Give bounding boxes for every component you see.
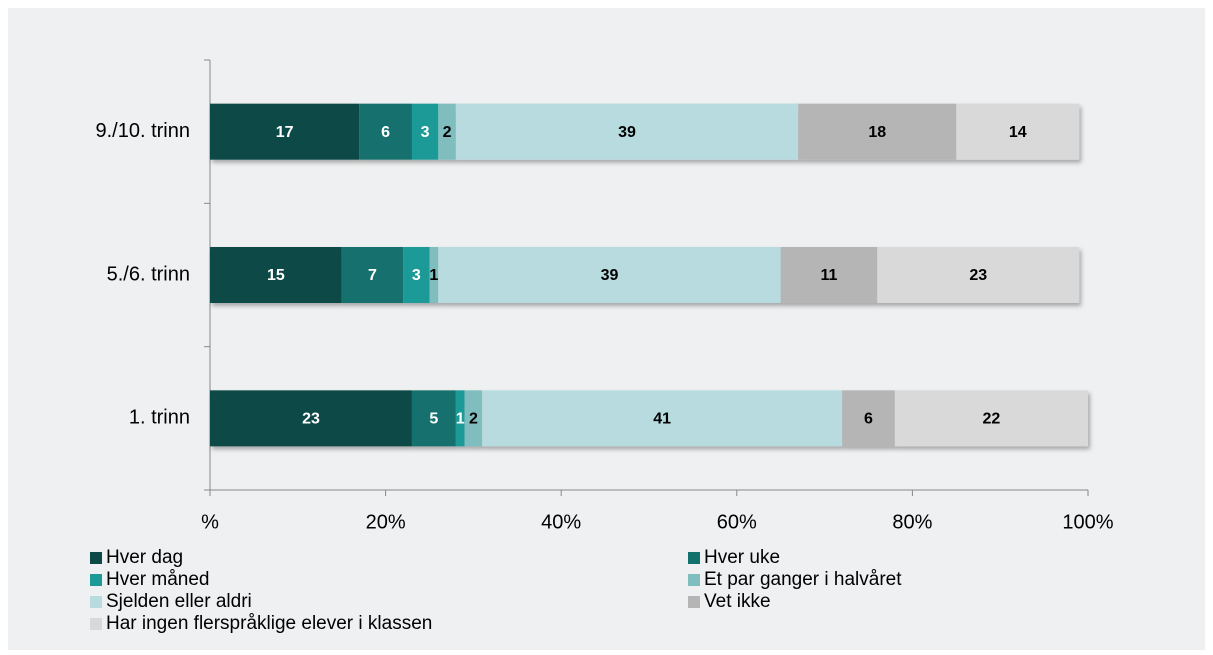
- legend-swatch: [90, 574, 102, 586]
- bar-segment: [780, 247, 878, 303]
- value-label: 17: [276, 124, 294, 141]
- value-label: 6: [864, 411, 873, 428]
- legend-swatch: [688, 574, 700, 586]
- bar-segment: [842, 390, 895, 447]
- bar-segment: [438, 247, 781, 303]
- x-tick-label: 20%: [366, 511, 406, 533]
- x-tick-label: %: [201, 511, 219, 533]
- bar-segment: [894, 390, 1088, 447]
- legend-label: Hver uke: [704, 547, 780, 568]
- bar-segment: [411, 390, 456, 447]
- legend-label: Hver dag: [106, 547, 183, 568]
- value-label: 15: [267, 267, 285, 284]
- x-tick-label: 80%: [892, 511, 932, 533]
- bar-segment: [359, 103, 412, 160]
- value-label: 6: [381, 124, 390, 141]
- value-label: 1: [456, 411, 465, 428]
- legend-swatch: [90, 596, 102, 608]
- x-tick-label: 40%: [541, 511, 581, 533]
- value-label: 23: [969, 267, 987, 284]
- value-label: 14: [1009, 124, 1027, 141]
- value-label: 7: [368, 267, 377, 284]
- bar-segment: [210, 390, 412, 447]
- value-label: 39: [618, 124, 636, 141]
- bar-group: [210, 390, 1088, 447]
- bar-segment: [403, 247, 430, 303]
- y-tick-label: 9./10. trinn: [95, 120, 190, 142]
- x-tick-label: 100%: [1062, 511, 1113, 533]
- bar-group: [210, 103, 1080, 160]
- value-label: 5: [429, 411, 438, 428]
- y-tick-label: 1. trinn: [129, 407, 190, 429]
- legend-label: Et par ganger i halvåret: [704, 569, 902, 590]
- value-label: 22: [983, 411, 1001, 428]
- bar-segment: [438, 103, 456, 160]
- value-label: 2: [469, 411, 478, 428]
- y-tick-label: 5./6. trinn: [107, 263, 190, 285]
- bar-segment: [429, 247, 439, 303]
- bar-group: [210, 247, 1080, 303]
- value-label: 23: [302, 411, 320, 428]
- bar-segment: [455, 103, 799, 160]
- legend-label: Hver måned: [106, 569, 210, 590]
- x-tick-label: 60%: [717, 511, 757, 533]
- bar-segment: [210, 103, 360, 160]
- legend-swatch: [688, 596, 700, 608]
- legend-swatch: [90, 552, 102, 564]
- bar-segment: [798, 103, 957, 160]
- legend-label: Sjelden eller aldri: [106, 591, 252, 612]
- legend-label: Har ingen flerspråklige elever i klassen: [106, 613, 432, 634]
- legend-label: Vet ikke: [704, 591, 771, 612]
- bar-segment: [877, 247, 1080, 303]
- bar-segment: [341, 247, 404, 303]
- bar-segment: [210, 247, 342, 303]
- value-label: 3: [412, 267, 421, 284]
- bar-segment: [956, 103, 1080, 160]
- legend-swatch: [90, 618, 102, 630]
- bar-segment: [482, 390, 843, 447]
- bar-segment: [455, 390, 465, 447]
- value-label: 41: [653, 411, 671, 428]
- value-label: 39: [601, 267, 619, 284]
- value-label: 11: [821, 267, 838, 284]
- bar-segment: [411, 103, 439, 160]
- bar-segment: [464, 390, 483, 447]
- value-label: 3: [421, 124, 430, 141]
- value-label: 18: [868, 124, 886, 141]
- value-label: 2: [443, 124, 452, 141]
- legend-swatch: [688, 552, 700, 564]
- value-label: 1: [429, 267, 438, 284]
